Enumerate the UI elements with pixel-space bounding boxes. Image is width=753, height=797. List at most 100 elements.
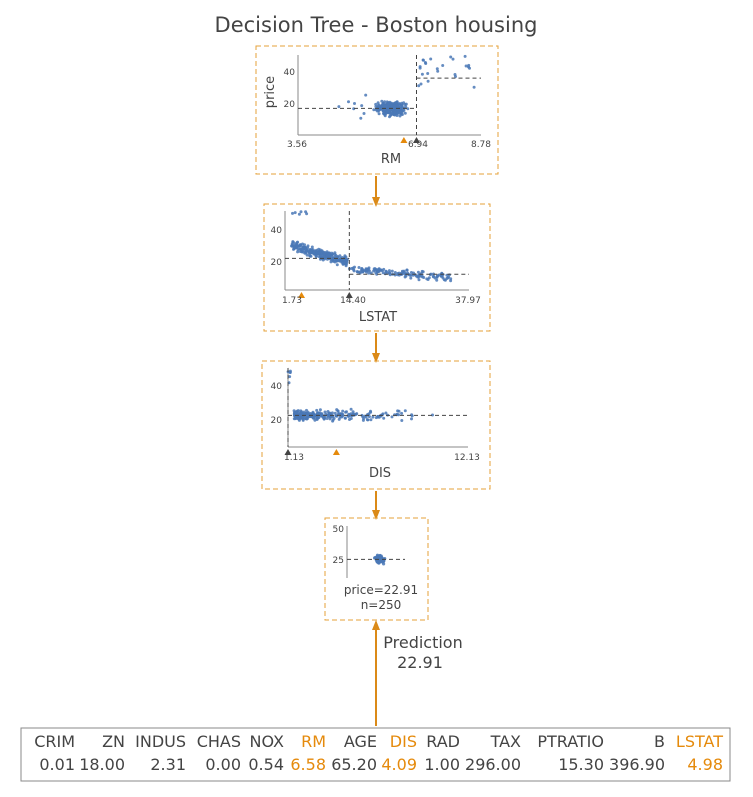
node-rm-point	[435, 67, 439, 71]
table-value-ptratio: 15.30	[558, 755, 604, 774]
node-rm-point	[400, 110, 404, 114]
node-lstat-point	[306, 244, 310, 248]
node-lstat-point	[299, 247, 303, 251]
node-rm-point	[451, 57, 455, 61]
node-rm-point	[364, 93, 368, 97]
leaf-point	[382, 562, 386, 566]
node-dis-point	[322, 416, 326, 420]
table-header-crim: CRIM	[34, 732, 75, 751]
node-lstat-point	[416, 270, 420, 274]
node-dis-point	[305, 408, 308, 412]
node-dis-point	[334, 414, 338, 418]
node-dis-point	[349, 412, 353, 416]
node-dis-point	[365, 418, 369, 422]
node-dis-point	[315, 408, 319, 412]
node-lstat-point	[364, 268, 368, 272]
node-dis-point	[337, 417, 341, 421]
node-rm-point	[406, 107, 410, 111]
node-lstat-xlabel: LSTAT	[359, 310, 397, 325]
table-header-zn: ZN	[102, 732, 125, 751]
node-rm-point	[436, 69, 440, 73]
node-dis-point	[292, 417, 296, 421]
table-value-crim: 0.01	[39, 755, 75, 774]
node-lstat-point	[335, 263, 339, 267]
node-lstat-point	[333, 251, 337, 255]
node-dis-point	[323, 410, 327, 414]
node-lstat-xtick-max: 37.97	[455, 296, 481, 306]
node-rm-border	[255, 45, 499, 175]
node-rm-point	[429, 57, 433, 61]
table-value-tax: 296.00	[465, 755, 521, 774]
instance-table-columns: CRIM 0.01 ZN 18.00 INDUS 2.31 CHAS 0.00 NOX 0.54 R…	[34, 732, 723, 774]
node-dis-point	[301, 416, 305, 420]
node-rm-point	[377, 103, 381, 107]
node-lstat-ytick-20: 20	[271, 258, 283, 268]
leaf-price-text: price=22.91	[344, 583, 418, 597]
table-value-rad: 1.00	[424, 755, 460, 774]
node-rm-point	[377, 109, 381, 113]
node-dis-point	[403, 409, 407, 413]
node-lstat-point	[390, 269, 394, 273]
node-lstat-point	[382, 267, 386, 271]
node-lstat-point	[305, 212, 309, 216]
node-rm-point	[398, 114, 402, 118]
node-rm-point	[353, 102, 356, 105]
node-lstat: 1.73 14.40 37.97 40 20 LSTAT	[263, 203, 491, 332]
node-dis-point	[384, 411, 388, 415]
node-lstat-border	[263, 203, 491, 332]
node-dis-point	[369, 410, 373, 414]
table-header-b: B	[654, 732, 665, 751]
node-rm-point	[388, 115, 391, 119]
node-rm-xlabel: RM	[381, 152, 401, 167]
node-lstat-point	[312, 250, 316, 254]
node-dis-point	[361, 415, 365, 419]
node-rm: 3.56 6.94 8.78 40 20 price RM	[255, 45, 499, 175]
node-dis-point	[301, 418, 305, 422]
node-rm-xtick-max: 8.78	[471, 140, 491, 150]
node-rm-point	[464, 64, 468, 68]
node-dis-point	[349, 407, 353, 411]
node-dis-border	[261, 360, 491, 490]
node-lstat-point	[309, 250, 313, 254]
node-lstat-point	[295, 244, 299, 248]
node-dis-point	[364, 415, 368, 419]
node-lstat-point	[353, 265, 356, 269]
node-dis-point	[382, 416, 386, 420]
node-rm-point	[467, 65, 470, 69]
node-rm-point	[386, 103, 390, 106]
node-dis-point	[397, 409, 401, 413]
node-lstat-point	[291, 211, 294, 215]
node-dis-point	[341, 414, 345, 418]
node-lstat-point	[403, 275, 407, 279]
node-dis-point	[400, 419, 404, 422]
node-dis-point	[355, 412, 359, 416]
node-dis-point	[326, 410, 330, 413]
node-dis-plot	[284, 368, 468, 455]
node-dis-point	[325, 417, 329, 420]
node-lstat-point	[435, 275, 439, 279]
node-lstat-point	[343, 254, 347, 258]
node-rm-point	[404, 102, 408, 106]
node-rm-point	[397, 111, 401, 114]
node-dis-point	[345, 410, 348, 414]
node-dis-point	[369, 418, 373, 422]
node-rm-point	[377, 112, 381, 116]
node-lstat-instance-marker	[298, 292, 305, 298]
node-lstat-point	[367, 266, 371, 270]
node-dis-point	[296, 409, 300, 413]
node-rm-point	[421, 58, 425, 62]
node-dis-point	[307, 415, 311, 419]
node-lstat-point	[437, 273, 441, 277]
node-dis-point	[343, 416, 347, 420]
node-lstat-point	[431, 275, 435, 279]
leaf-node: 50 25 price=22.91 n=250	[324, 517, 429, 621]
node-dis-xtick-max: 12.13	[454, 453, 480, 463]
node-lstat-plot	[284, 210, 469, 298]
prediction-value: 22.91	[397, 653, 443, 672]
leaf-point	[378, 560, 382, 564]
leaf-node-plot	[346, 526, 405, 578]
node-dis-point	[292, 412, 296, 416]
table-header-dis: DIS	[390, 732, 417, 751]
node-lstat-point	[355, 270, 359, 274]
